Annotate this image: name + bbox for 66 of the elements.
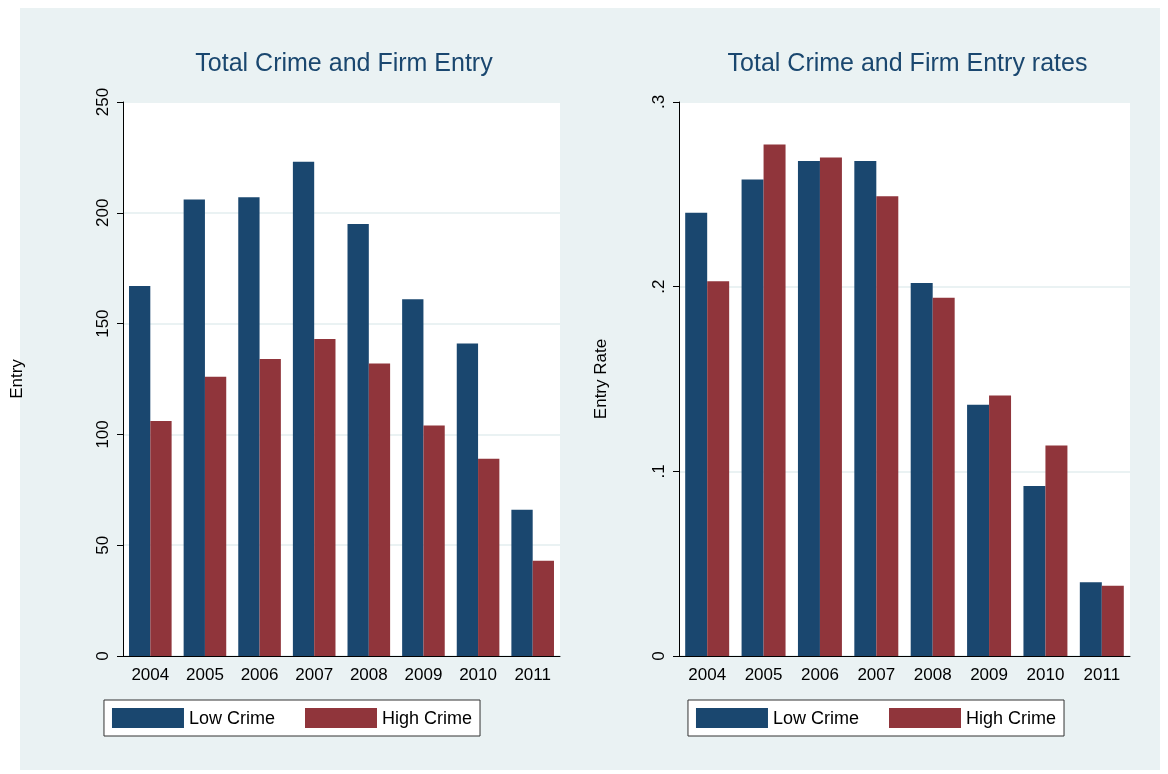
bar — [854, 161, 877, 656]
bar — [876, 196, 899, 656]
legend-label: Low Crime — [772, 708, 860, 728]
bar — [259, 359, 281, 656]
bar — [1079, 582, 1102, 656]
x-tick-label: 2011 — [1083, 665, 1121, 684]
bar — [456, 343, 479, 656]
x-tick-label: 2004 — [688, 665, 727, 684]
chart-title: Total Crime and Firm Entry rates — [727, 47, 1088, 76]
bar — [819, 157, 842, 656]
x-tick-label: 2005 — [744, 665, 783, 684]
x-tick-label: 2006 — [240, 665, 279, 684]
y-tick-label: .1 — [649, 464, 668, 479]
bar — [129, 285, 151, 656]
bar — [1023, 486, 1046, 656]
x-tick-label: 2009 — [404, 665, 443, 684]
bar — [707, 281, 730, 656]
y-tick-label: 50 — [93, 535, 112, 555]
y-axis-title: Entry — [7, 358, 26, 399]
bar — [932, 297, 955, 656]
y-tick-label: 0 — [649, 651, 668, 661]
bar — [532, 560, 554, 656]
x-tick-label: 2007 — [857, 665, 896, 684]
bar — [741, 179, 764, 656]
bar — [685, 212, 708, 656]
x-tick-label: 2007 — [295, 665, 334, 684]
bar — [150, 421, 172, 656]
legend-label: High Crime — [382, 708, 473, 728]
x-tick-label: 2006 — [801, 665, 839, 684]
bar — [423, 425, 445, 656]
x-tick-label: 2008 — [349, 665, 388, 684]
y-tick-label: 150 — [93, 309, 112, 338]
bar — [292, 161, 315, 656]
bar — [1045, 445, 1068, 656]
bar — [368, 363, 391, 656]
y-tick-label: 0 — [93, 651, 112, 661]
bar — [402, 299, 424, 656]
x-tick-label: 2011 — [514, 665, 551, 684]
y-tick-label: 200 — [93, 198, 112, 227]
bar — [910, 282, 933, 656]
bar — [347, 223, 369, 656]
x-tick-label: 2008 — [913, 665, 952, 684]
y-tick-label: .3 — [649, 94, 668, 110]
y-axis-title: Entry Rate — [591, 338, 610, 420]
bar — [1101, 585, 1124, 656]
x-tick-label: 2009 — [970, 665, 1008, 684]
bar — [238, 197, 260, 656]
bar — [478, 458, 500, 656]
chart-title: Total Crime and Firm Entry — [195, 47, 494, 76]
x-tick-label: 2010 — [459, 665, 497, 684]
bar — [511, 509, 533, 656]
bar — [967, 404, 990, 656]
x-tick-label: 2004 — [131, 665, 170, 684]
bar — [797, 161, 820, 656]
y-tick-label: 250 — [93, 87, 112, 117]
legend-label: Low Crime — [188, 708, 276, 728]
bar — [989, 395, 1012, 656]
bar — [183, 199, 205, 656]
bar — [204, 376, 227, 656]
y-tick-label: 100 — [93, 420, 112, 449]
x-tick-label: 2010 — [1026, 665, 1065, 684]
bar — [314, 339, 336, 656]
x-tick-label: 2005 — [186, 665, 224, 684]
y-tick-label: .2 — [649, 279, 668, 294]
bar — [763, 144, 786, 656]
legend-label: High Crime — [966, 708, 1057, 728]
